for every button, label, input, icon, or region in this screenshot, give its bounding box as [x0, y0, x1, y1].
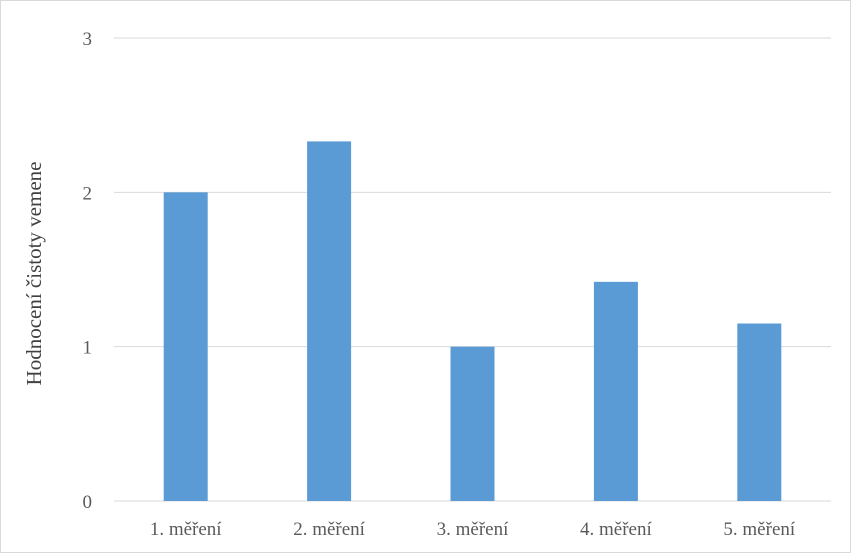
y-tick-label: 0 — [83, 492, 93, 513]
bar-3 — [450, 346, 495, 501]
bar-4 — [593, 281, 638, 501]
x-tick-label: 4. měření — [580, 519, 652, 540]
bars — [163, 141, 782, 502]
y-axis-title: Hodnocení čistoty vemene — [22, 162, 46, 386]
y-tick-label: 3 — [83, 29, 93, 50]
x-tick-label: 1. měření — [150, 519, 222, 540]
bar-5 — [737, 323, 782, 501]
bar-2 — [307, 141, 352, 502]
y-axis-ticks: 0 1 2 3 — [83, 29, 93, 513]
x-tick-label: 2. měření — [293, 519, 365, 540]
bar-1 — [163, 192, 208, 502]
y-tick-label: 1 — [83, 338, 93, 359]
x-tick-label: 3. měření — [437, 519, 509, 540]
y-tick-label: 2 — [83, 183, 93, 204]
x-axis-ticks: 1. měření 2. měření 3. měření 4. měření 5. m… — [150, 519, 796, 540]
x-tick-label: 5. měření — [723, 519, 795, 540]
